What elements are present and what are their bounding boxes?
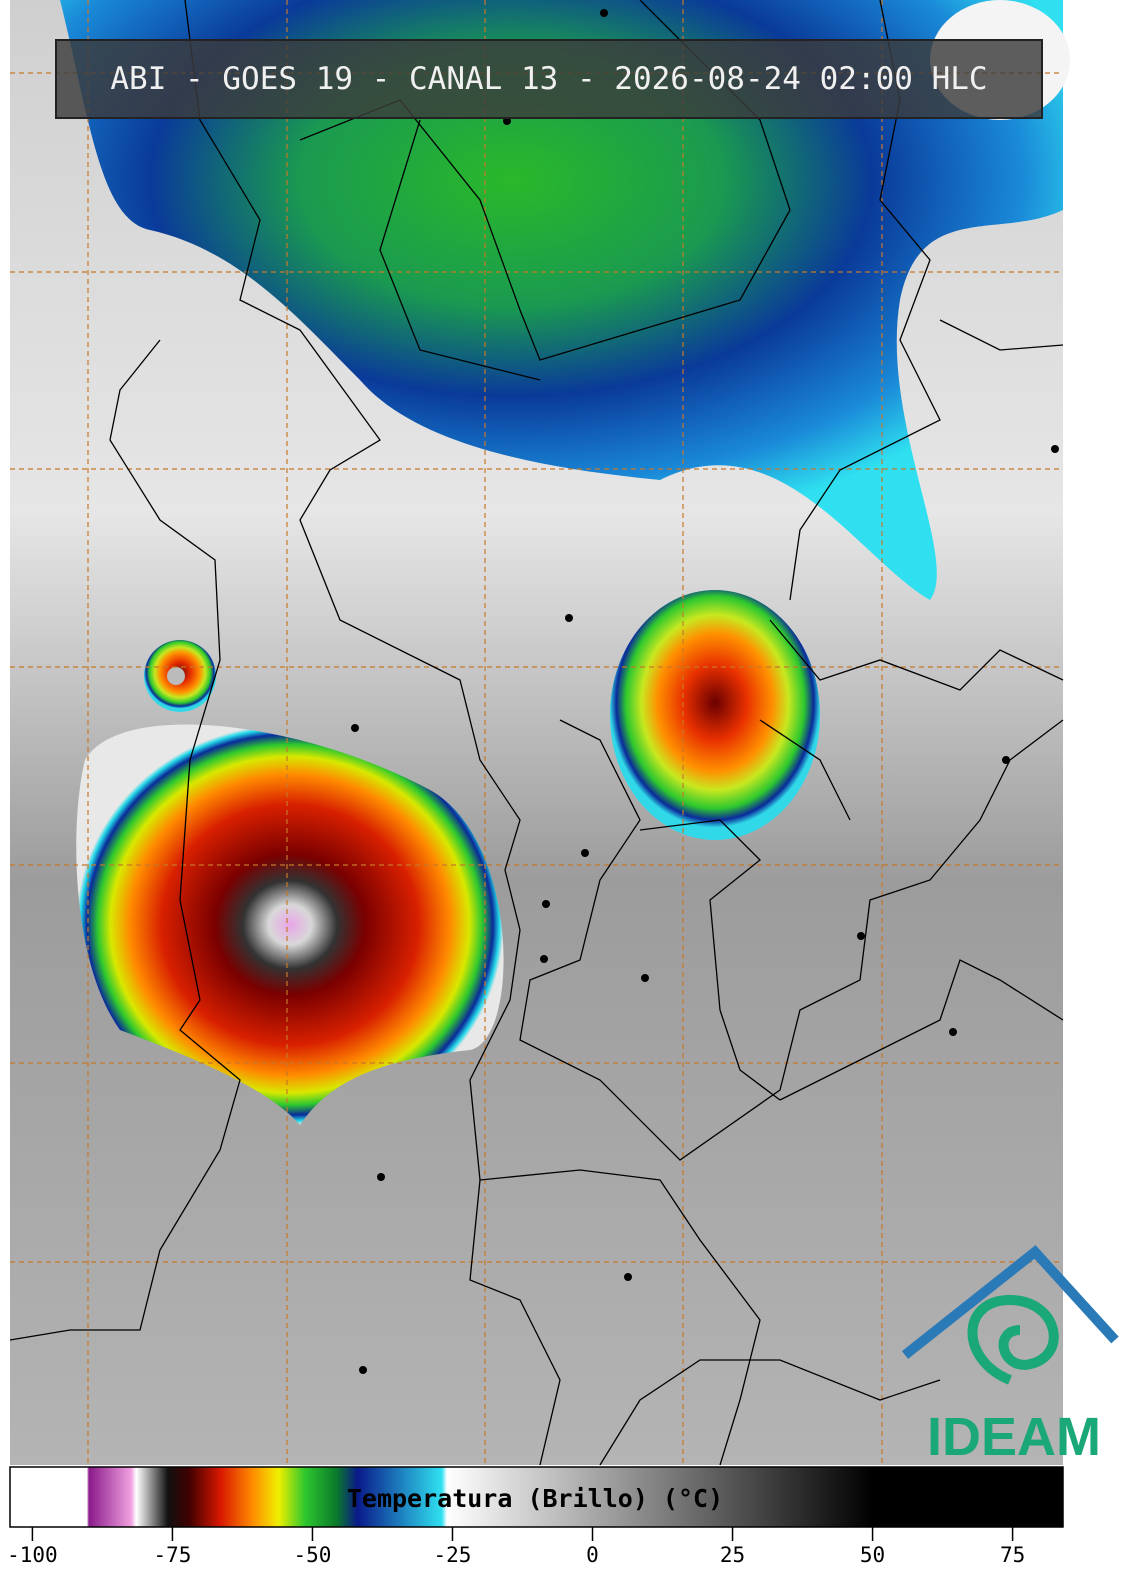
logo-spiral xyxy=(967,1294,1059,1385)
storm-core xyxy=(167,667,185,685)
title: ABI - GOES 19 - CANAL 13 - 2026-08-24 02… xyxy=(110,61,987,97)
colorbar-label: Temperatura (Brillo) (°C) xyxy=(347,1484,723,1513)
tick-label: -100 xyxy=(7,1543,58,1567)
tick-label: -50 xyxy=(293,1543,331,1567)
cities xyxy=(351,9,1059,1374)
tick-label: 50 xyxy=(860,1543,885,1567)
title-background xyxy=(55,39,1043,119)
tick-label: 25 xyxy=(720,1543,745,1567)
storm-cell xyxy=(610,590,820,840)
colorbar-scale xyxy=(9,1466,1064,1528)
logo-text: IDEAM xyxy=(927,1407,1101,1467)
tick-label: -75 xyxy=(153,1543,191,1567)
logo: IDEAM xyxy=(901,1245,1119,1467)
title-box: ABI - GOES 19 - CANAL 13 - 2026-08-24 02… xyxy=(55,39,1043,119)
logo-roof xyxy=(901,1245,1119,1359)
cold-cloud-north xyxy=(60,0,1063,600)
borders xyxy=(9,0,1064,1466)
colorbar: Temperatura (Brillo) (°C) -100 -75 -50 -25 0… xyxy=(7,1466,1064,1567)
tick-label: -25 xyxy=(434,1543,472,1567)
tick-label: 0 xyxy=(586,1543,599,1567)
tick-label: 75 xyxy=(1000,1543,1025,1567)
map: IDEAM xyxy=(9,0,1119,1467)
